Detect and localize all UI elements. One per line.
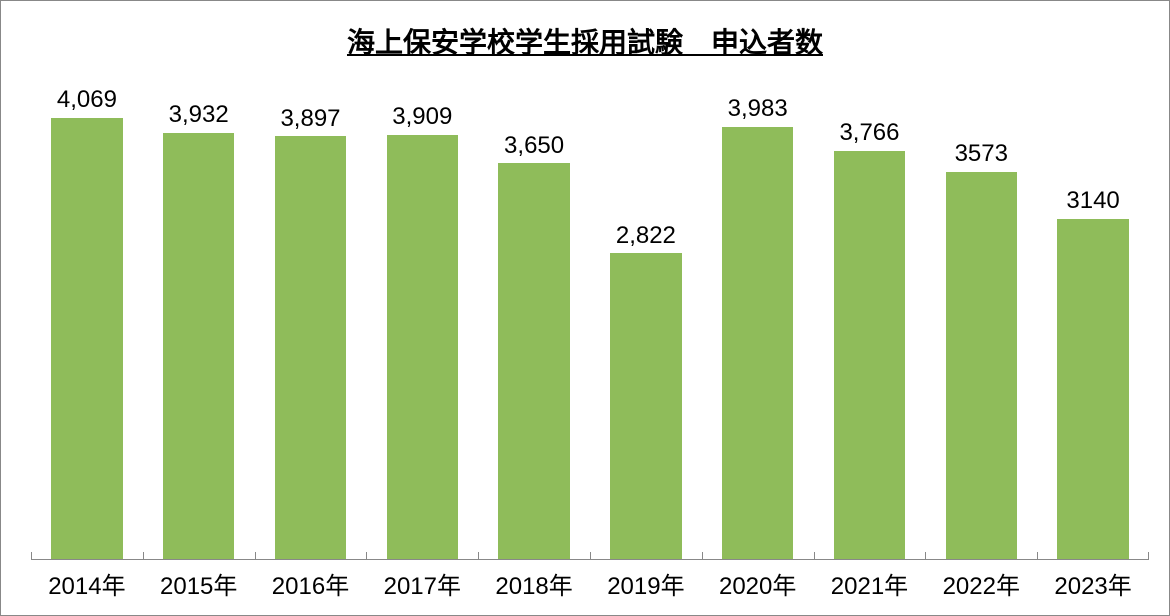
x-axis-label: 2014年 xyxy=(31,560,143,601)
bar-group: 4,069 xyxy=(31,71,143,559)
bar xyxy=(834,151,906,559)
chart-title: 海上保安学校学生採用試験 申込者数 xyxy=(21,21,1149,61)
bar-value-label: 3140 xyxy=(1037,187,1149,215)
x-tick: 2021年 xyxy=(814,560,926,605)
bar-value-label: 3,932 xyxy=(143,101,255,129)
x-tick: 2014年 xyxy=(31,560,143,605)
bar xyxy=(610,253,682,559)
bar-value-label: 3,909 xyxy=(366,103,478,131)
bar-value-label: 3,983 xyxy=(702,95,814,123)
x-axis-label: 2019年 xyxy=(590,560,702,601)
plot-area: 4,0693,9323,8973,9093,650 2,822 3,9833,766… xyxy=(31,71,1149,560)
x-axis-label: 2017年 xyxy=(366,560,478,601)
bar xyxy=(51,118,123,559)
bar-value-label: 3,650 xyxy=(478,132,590,160)
bar-group: 3,650 xyxy=(478,71,590,559)
bar-group: 3,766 xyxy=(814,71,926,559)
bar-group: 2,822 xyxy=(590,71,702,559)
x-tick: 2023年 xyxy=(1037,560,1149,605)
x-axis-label: 2020年 xyxy=(702,560,814,601)
x-tick: 2019年 xyxy=(590,560,702,605)
bar xyxy=(275,136,347,559)
x-axis-label: 2023年 xyxy=(1037,560,1149,601)
bar xyxy=(722,127,794,559)
bar-group: 3140 xyxy=(1037,71,1149,559)
bar xyxy=(1057,219,1129,560)
bar xyxy=(163,133,235,559)
bar-group: 3573 xyxy=(925,71,1037,559)
x-axis: 2014年2015年2016年2017年2018年2019年2020年2021年… xyxy=(31,560,1149,605)
x-tick: 2018年 xyxy=(478,560,590,605)
bar-group: 3,983 xyxy=(702,71,814,559)
x-tick: 2020年 xyxy=(702,560,814,605)
bar-group: 3,897 xyxy=(255,71,367,559)
bar-value-label: 3,897 xyxy=(255,105,367,133)
chart-container: 海上保安学校学生採用試験 申込者数 4,0693,9323,8973,9093,… xyxy=(0,0,1170,616)
bar-group: 3,932 xyxy=(143,71,255,559)
x-tick: 2016年 xyxy=(255,560,367,605)
bar-value-label: 2,822 xyxy=(590,222,702,250)
x-tick: 2022年 xyxy=(925,560,1037,605)
bar-value-label: 3,766 xyxy=(814,119,926,147)
bar-group: 3,909 xyxy=(366,71,478,559)
x-axis-label: 2018年 xyxy=(478,560,590,601)
x-axis-label: 2022年 xyxy=(925,560,1037,601)
x-axis-label: 2015年 xyxy=(143,560,255,601)
x-axis-label: 2016年 xyxy=(255,560,367,601)
x-tick: 2015年 xyxy=(143,560,255,605)
bar-value-label: 3573 xyxy=(925,140,1037,168)
x-tick: 2017年 xyxy=(366,560,478,605)
bar xyxy=(946,172,1018,559)
bar xyxy=(498,163,570,559)
x-axis-label: 2021年 xyxy=(814,560,926,601)
bar-value-label: 4,069 xyxy=(31,86,143,114)
bar xyxy=(387,135,459,559)
